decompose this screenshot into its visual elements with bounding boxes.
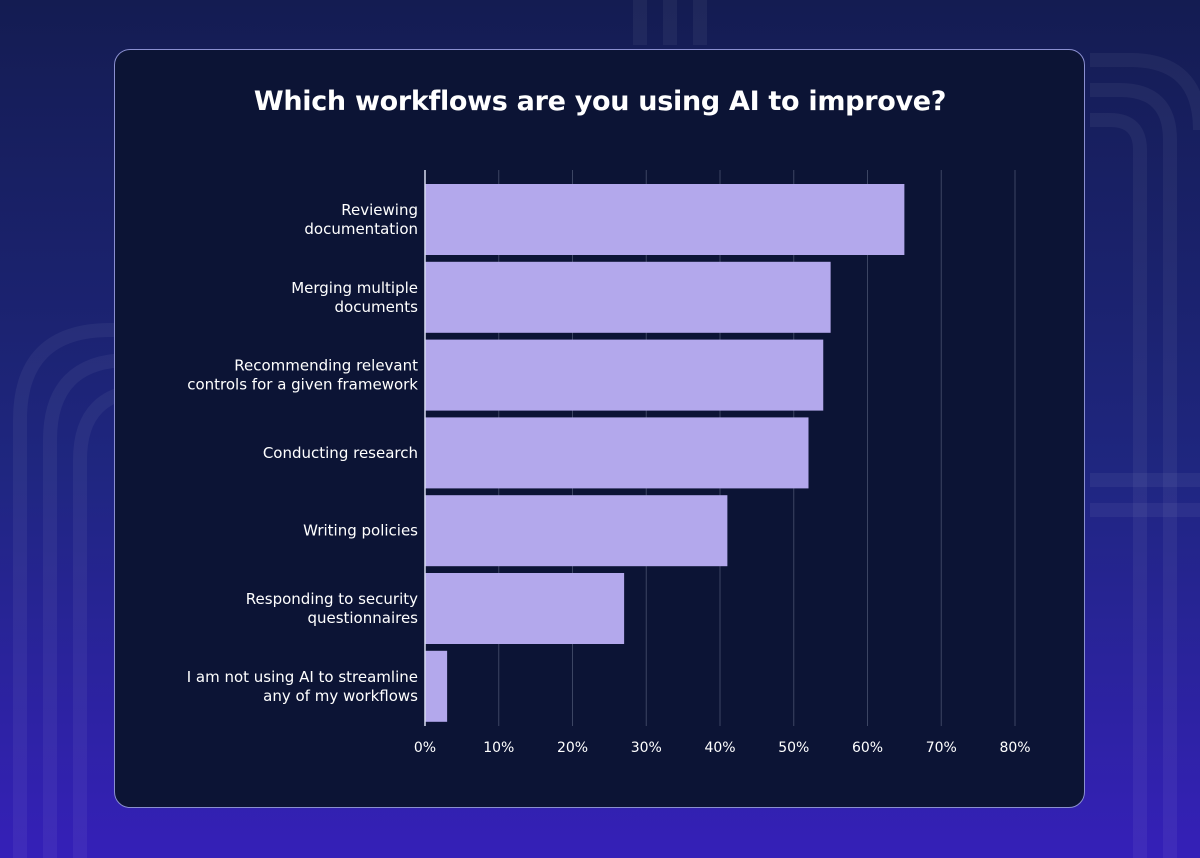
category-label: documents <box>335 298 419 316</box>
x-tick-label: 60% <box>852 740 883 756</box>
category-label: controls for a given framework <box>187 376 418 394</box>
bar <box>425 573 625 644</box>
category-label: I am not using AI to streamline <box>187 668 418 686</box>
bar <box>425 261 831 333</box>
chart-title: Which workflows are you using AI to impr… <box>253 86 947 117</box>
x-tick-label: 40% <box>704 740 735 756</box>
bar <box>425 417 809 489</box>
bar <box>425 495 728 567</box>
x-tick-label: 70% <box>926 740 957 756</box>
category-label: questionnaires <box>307 609 418 627</box>
x-tick-label: 50% <box>778 740 809 756</box>
category-label: Writing policies <box>303 522 418 540</box>
x-tick-label: 10% <box>483 740 514 756</box>
category-label: documentation <box>304 220 418 238</box>
x-tick-label: 20% <box>557 740 588 756</box>
category-label: Merging multiple <box>291 279 418 297</box>
bar <box>425 650 448 722</box>
bar <box>425 339 824 411</box>
x-tick-label: 0% <box>414 740 436 756</box>
category-label: Responding to security <box>246 590 418 608</box>
x-tick-label: 80% <box>999 740 1030 756</box>
category-label: any of my workflows <box>263 687 418 705</box>
bar <box>425 184 905 255</box>
category-label: Conducting research <box>263 444 418 462</box>
category-label: Recommending relevant <box>234 357 418 375</box>
x-tick-label: 30% <box>631 740 662 756</box>
category-label: Reviewing <box>341 201 418 219</box>
